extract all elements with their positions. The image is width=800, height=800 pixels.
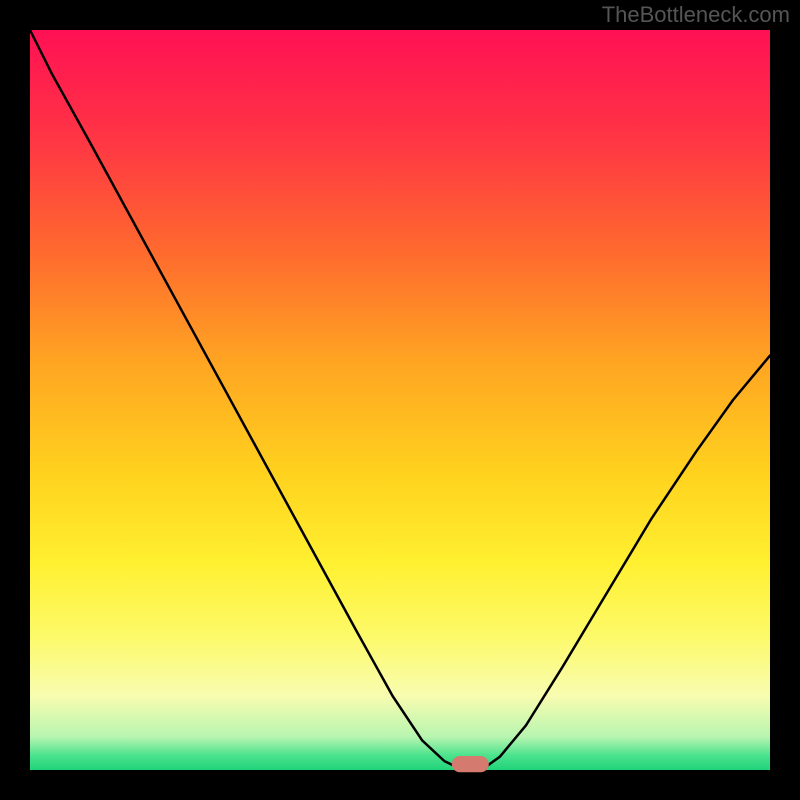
bottleneck-chart [0,0,800,800]
attribution-label: TheBottleneck.com [602,2,790,28]
optimal-marker [452,756,489,772]
chart-container: TheBottleneck.com [0,0,800,800]
plot-background [30,30,770,770]
